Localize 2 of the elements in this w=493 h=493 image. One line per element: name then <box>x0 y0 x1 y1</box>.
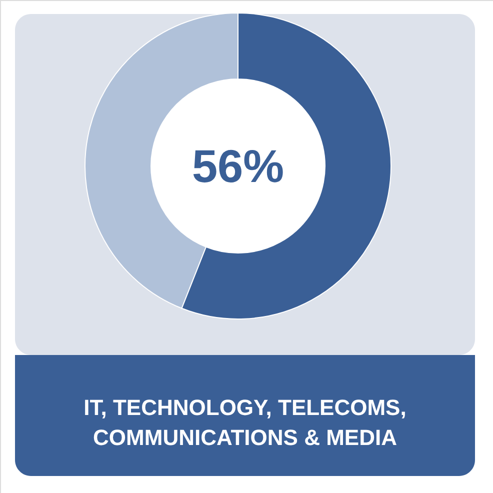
data-label: 56% <box>192 140 284 192</box>
text: IT, TECHNOLOGY, TELECOMS, COMMUNICATIONS & MEDIA <box>84 395 406 450</box>
